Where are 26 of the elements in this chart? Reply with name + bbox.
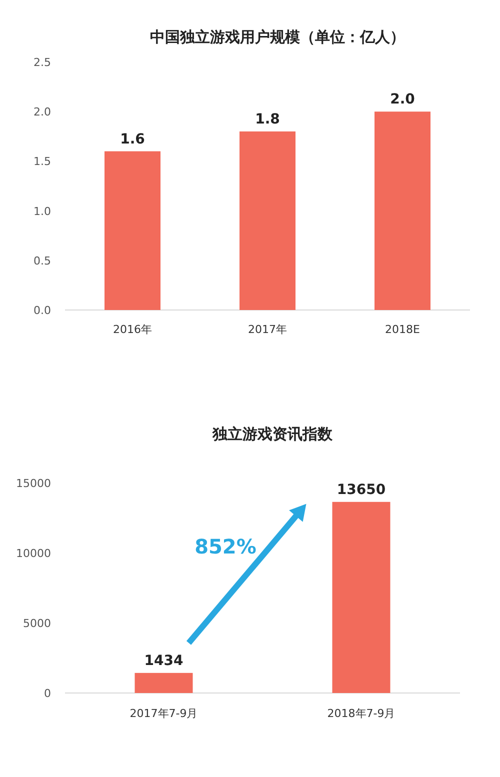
data-label: 1434 xyxy=(144,652,184,669)
bar xyxy=(240,131,296,310)
x-tick-label: 2017年 xyxy=(248,323,287,336)
data-label: 13650 xyxy=(336,482,386,498)
annotation: 852% xyxy=(194,534,256,558)
chart-title: 独立游戏资讯指数 xyxy=(212,425,334,443)
chart-title: 中国独立游戏用户规模（单位：亿人） xyxy=(150,28,405,46)
y-tick-label: 10000 xyxy=(16,547,51,560)
y-tick-label: 15000 xyxy=(16,477,51,490)
y-tick-label: 1.0 xyxy=(34,204,51,218)
x-tick-label: 2018年7-9月 xyxy=(327,707,396,720)
y-tick-label: 5000 xyxy=(23,617,51,630)
bar xyxy=(104,151,160,310)
data-label: 2.0 xyxy=(390,92,416,108)
x-tick-label: 2017年7-9月 xyxy=(130,707,198,720)
data-label: 1.8 xyxy=(255,111,280,128)
y-tick-label: 1.5 xyxy=(34,155,51,168)
y-tick-label: 0.0 xyxy=(34,304,51,317)
x-tick-label: 2016年 xyxy=(113,323,152,336)
data-label: 1.6 xyxy=(120,131,145,148)
y-tick-label: 0 xyxy=(44,687,51,700)
bar xyxy=(374,112,430,310)
y-tick-label: 2.0 xyxy=(34,106,51,119)
y-tick-label: 2.5 xyxy=(34,56,51,69)
x-tick-label: 2018E xyxy=(385,323,420,336)
y-tick-label: 0.5 xyxy=(34,254,51,268)
